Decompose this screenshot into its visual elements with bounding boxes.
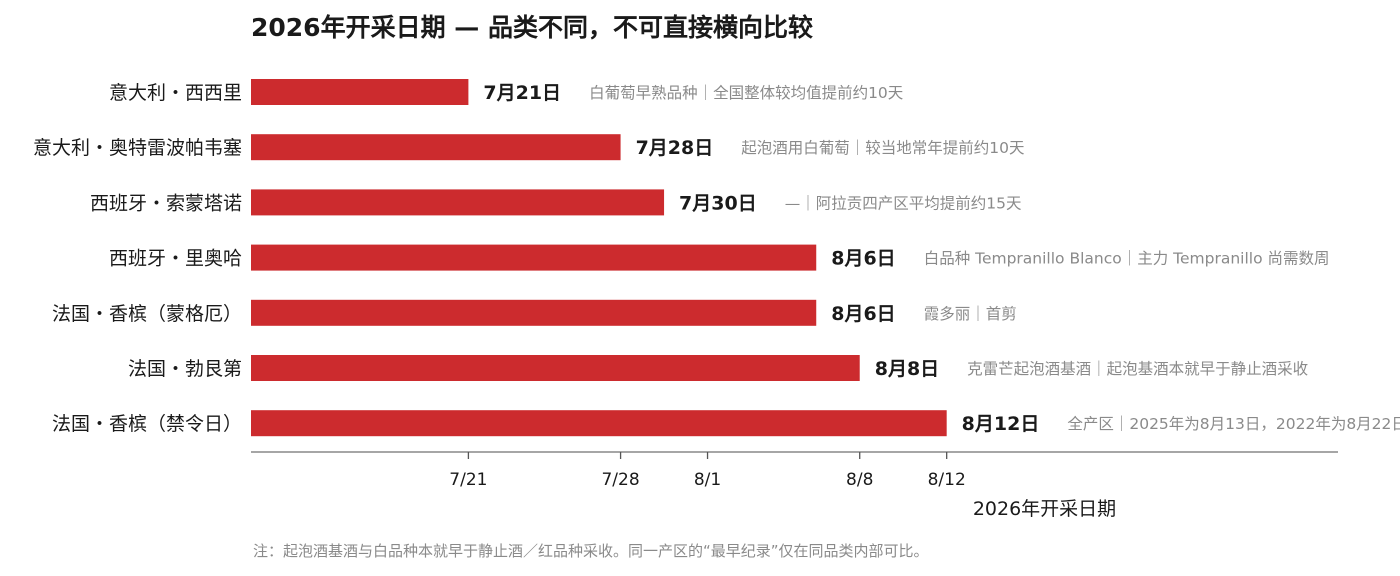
bar (251, 410, 947, 437)
annotation-label: 克雷芒起泡酒基酒｜起泡基酒本就早于静止酒采收 (967, 360, 1308, 378)
annotation-label: 全产区｜2025年为8月13日，2022年为8月22日 (1067, 415, 1400, 433)
chart-note: 注：起泡酒基酒与白品种本就早于静止酒／红品种采收。同一产区的“最早纪录”仅在同品… (253, 542, 929, 560)
x-tick-label: 8/12 (928, 470, 966, 490)
category-label: 西班牙・索蒙塔诺 (90, 192, 242, 214)
bar (251, 189, 665, 216)
annotation-label: —｜阿拉贡四产区平均提前约15天 (785, 194, 1022, 212)
annotation-label: 白品种 Tempranillo Blanco｜主力 Tempranillo 尚需… (924, 250, 1330, 268)
bar (251, 299, 817, 326)
value-label: 8月12日 (962, 413, 1040, 435)
category-label: 意大利・西西里 (109, 82, 242, 104)
annotation-label: 霞多丽｜首剪 (924, 305, 1017, 323)
value-label: 8月6日 (831, 248, 895, 270)
x-tick-label: 8/1 (694, 470, 721, 490)
value-label: 8月8日 (875, 358, 939, 380)
category-label: 法国・香槟（蒙格厄） (52, 303, 242, 325)
value-label: 7月30日 (679, 192, 757, 214)
bar (251, 134, 621, 161)
value-label: 8月6日 (831, 303, 895, 325)
x-tick-label: 7/21 (449, 470, 487, 490)
bar-group: 意大利・西西里 7月21日 白葡萄早熟品种｜全国整体较均值提前约10天意大利・奥特雷… (33, 79, 1400, 437)
value-label: 7月21日 (483, 82, 561, 104)
annotation-label: 起泡酒用白葡萄｜较当地常年提前约10天 (741, 139, 1024, 157)
bar (251, 355, 860, 381)
bar (251, 79, 469, 105)
category-label: 西班牙・里奥哈 (109, 248, 242, 270)
x-axis-ticks: 7/21 7/28 8/1 8/8 8/12 (449, 452, 966, 490)
value-label: 7月28日 (636, 137, 714, 159)
category-label: 法国・勃艮第 (128, 358, 242, 380)
x-axis-label: 2026年开采日期 (973, 498, 1116, 520)
chart-title: 2026年开采日期 — 品类不同，不可直接横向比较 (251, 13, 813, 42)
category-label: 法国・香槟（禁令日） (52, 413, 242, 435)
bar (251, 244, 817, 271)
x-tick-label: 8/8 (846, 470, 873, 490)
annotation-label: 白葡萄早熟品种｜全国整体较均值提前约10天 (589, 84, 903, 102)
category-label: 意大利・奥特雷波帕韦塞 (33, 137, 242, 159)
x-tick-label: 7/28 (601, 470, 639, 490)
